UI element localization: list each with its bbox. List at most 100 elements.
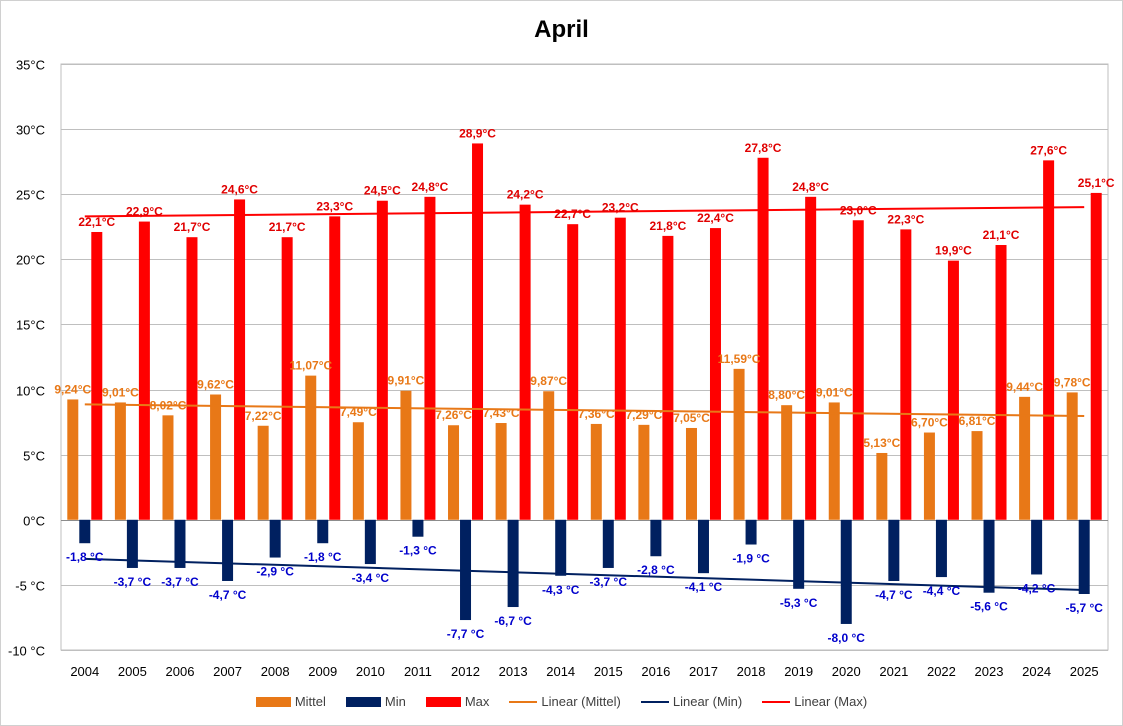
x-tick-label: 2010 xyxy=(356,664,385,679)
bar-min xyxy=(1031,519,1043,575)
bar-mittel xyxy=(352,422,364,520)
x-tick-label: 2014 xyxy=(546,664,575,679)
data-label-min: -5,6 °C xyxy=(970,600,1008,614)
data-label-mittel: 9,44°C xyxy=(1006,380,1043,394)
y-tick-label: 5°C xyxy=(23,449,45,464)
data-label-mittel: 7,49°C xyxy=(340,405,377,419)
bar-mittel xyxy=(685,427,697,520)
legend-label-max: Max xyxy=(464,694,490,709)
data-label-max: 21,1°C xyxy=(983,228,1020,242)
bar-min xyxy=(1078,519,1090,595)
trendline-max xyxy=(84,206,1085,218)
bar-min xyxy=(555,519,567,576)
bar-min xyxy=(888,519,900,581)
chart-title: April xyxy=(534,16,589,43)
x-tick-label: 2021 xyxy=(879,664,908,679)
data-label-max: 24,6°C xyxy=(221,182,258,196)
data-label-max: 22,4°C xyxy=(697,211,734,225)
bar-max xyxy=(281,237,293,520)
data-label-min: -1,8 °C xyxy=(304,550,342,564)
legend-swatch-linear-mittel xyxy=(509,700,538,703)
data-label-mittel: 11,59°C xyxy=(718,352,761,366)
bar-max xyxy=(662,235,674,520)
x-tick-label: 2015 xyxy=(594,664,623,679)
legend-item-linear-mittel: Linear (Mittel) xyxy=(509,694,621,709)
bar-mittel xyxy=(210,394,222,520)
bar-min xyxy=(222,519,234,581)
data-label-mittel: 9,62°C xyxy=(197,378,234,392)
data-label-min: -1,3 °C xyxy=(399,544,437,558)
x-tick-label: 2022 xyxy=(927,664,956,679)
x-tick-label: 2016 xyxy=(641,664,670,679)
data-label-max: 27,6°C xyxy=(1030,143,1067,157)
legend-swatch-mittel xyxy=(255,696,291,707)
legend-swatch-linear-max xyxy=(762,700,791,703)
data-label-min: -3,7 °C xyxy=(161,575,199,589)
bar-min xyxy=(983,519,995,593)
data-label-min: -4,1 °C xyxy=(685,580,723,594)
y-tick-label: 15°C xyxy=(16,318,45,333)
data-label-mittel: 7,05°C xyxy=(673,411,710,425)
bar-max xyxy=(472,143,484,520)
bar-max xyxy=(1043,160,1055,520)
bar-min xyxy=(935,519,947,578)
data-label-max: 27,8°C xyxy=(745,141,782,155)
bar-max xyxy=(614,217,626,520)
bar-mittel xyxy=(781,405,793,520)
legend-swatch-max xyxy=(425,696,461,707)
bar-min xyxy=(269,519,281,558)
data-label-min: -3,7 °C xyxy=(590,575,628,589)
bar-mittel xyxy=(1019,396,1031,520)
data-label-mittel: 9,87°C xyxy=(530,374,567,388)
trendline-mittel xyxy=(84,403,1085,418)
bar-mittel xyxy=(67,399,79,520)
data-label-min: -6,7 °C xyxy=(494,614,532,628)
x-tick-label: 2004 xyxy=(70,664,99,679)
bar-mittel xyxy=(448,425,460,520)
data-label-max: 24,8°C xyxy=(412,180,449,194)
data-label-mittel: 9,78°C xyxy=(1054,375,1091,389)
x-tick-label: 2012 xyxy=(451,664,480,679)
data-label-min: -4,4 °C xyxy=(923,584,961,598)
data-label-min: -2,9 °C xyxy=(256,565,294,579)
bar-mittel xyxy=(305,375,317,520)
x-tick-label: 2020 xyxy=(832,664,861,679)
data-label-min: -4,7 °C xyxy=(875,588,913,602)
bar-mittel xyxy=(1066,392,1078,520)
bar-max xyxy=(329,216,341,520)
y-tick-label: 20°C xyxy=(16,253,45,268)
bar-min xyxy=(79,519,91,544)
bar-mittel xyxy=(257,425,269,520)
data-label-mittel: 9,01°C xyxy=(816,385,853,399)
bar-max xyxy=(900,229,912,520)
data-label-min: -4,7 °C xyxy=(209,588,247,602)
legend-label-linear-min: Linear (Min) xyxy=(672,694,743,709)
bar-min xyxy=(602,519,614,568)
chart-legend: Mittel Min Max Linear (Mittel) Linear (M… xyxy=(0,694,1123,709)
bar-mittel xyxy=(971,431,983,520)
bar-min xyxy=(507,519,519,608)
bar-mittel xyxy=(828,402,840,520)
data-label-min: -5,3 °C xyxy=(780,596,818,610)
x-tick-label: 2018 xyxy=(737,664,766,679)
data-label-mittel: 11,07°C xyxy=(289,359,332,373)
bar-mittel xyxy=(495,423,507,520)
bar-max xyxy=(1090,192,1102,520)
data-label-max: 21,8°C xyxy=(649,219,686,233)
y-tick-label: 25°C xyxy=(16,188,45,203)
legend-swatch-linear-min xyxy=(640,700,669,703)
x-tick-label: 2011 xyxy=(404,664,432,679)
data-label-max: 23,0°C xyxy=(840,203,877,217)
data-label-mittel: 9,91°C xyxy=(388,374,425,388)
bar-mittel xyxy=(114,402,126,520)
legend-item-linear-max: Linear (Max) xyxy=(762,694,867,709)
data-label-min: -8,0 °C xyxy=(828,631,866,645)
y-tick-label: -10 °C xyxy=(8,644,45,659)
data-label-min: -5,7 °C xyxy=(1065,601,1103,615)
data-label-min: -4,2 °C xyxy=(1018,581,1056,595)
bar-mittel xyxy=(923,432,935,520)
legend-swatch-min xyxy=(345,696,381,707)
legend-label-min: Min xyxy=(384,694,406,709)
data-label-mittel: 7,22°C xyxy=(245,409,282,423)
